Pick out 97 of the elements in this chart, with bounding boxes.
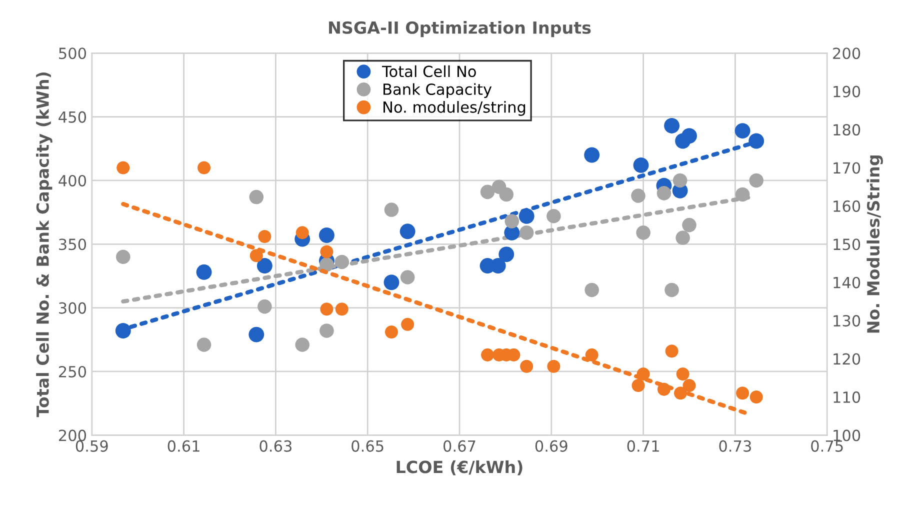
x-tick-label: 0.73	[719, 440, 751, 452]
point	[676, 230, 690, 245]
point	[400, 270, 415, 284]
point	[674, 386, 688, 400]
point	[519, 226, 534, 240]
point	[481, 348, 494, 362]
x-tick-label: 0.59	[76, 440, 108, 452]
point	[585, 348, 598, 362]
point	[400, 224, 416, 240]
y2-tick-label: 160	[834, 200, 860, 212]
point	[250, 249, 263, 262]
y2-tick-label: 120	[834, 353, 860, 365]
x-tick-label: 0.61	[168, 440, 200, 452]
point	[196, 264, 212, 280]
point	[384, 274, 400, 290]
y-tick-label: 200	[58, 430, 86, 442]
y2-tick-label: 110	[834, 391, 860, 403]
point	[748, 133, 764, 149]
point	[664, 118, 680, 134]
point	[682, 378, 696, 392]
point	[258, 299, 272, 314]
point	[584, 282, 599, 298]
x-tick-label: 0.71	[627, 440, 659, 452]
y-tick-label: 250	[58, 366, 86, 378]
point	[320, 302, 334, 316]
point	[584, 147, 600, 163]
y2-tick-label: 200	[833, 48, 860, 60]
point	[672, 173, 688, 188]
point	[633, 157, 649, 173]
y-tick-label: 500	[59, 48, 86, 60]
point	[320, 257, 334, 272]
y2-tick-label: 100	[834, 430, 860, 442]
point	[546, 208, 561, 224]
point	[318, 228, 334, 243]
point	[631, 188, 646, 203]
point	[116, 250, 130, 264]
y-tick-label: 350	[59, 238, 86, 250]
point	[682, 218, 696, 232]
point	[734, 123, 750, 139]
y2-tick-label: 170	[834, 162, 860, 174]
y-tick-label: 300	[59, 302, 86, 314]
legend-label: No. modules/string	[384, 101, 526, 116]
x-tick-label: 0.69	[535, 440, 568, 452]
point	[115, 323, 131, 338]
point	[334, 254, 350, 270]
y2-tick-label: 130	[834, 315, 860, 327]
point	[664, 282, 679, 298]
point	[384, 326, 398, 339]
point	[735, 187, 750, 202]
point	[384, 202, 399, 217]
x-axis-title: LCOE (€/kWh)	[396, 460, 522, 476]
x-tick-label: 0.65	[352, 440, 384, 452]
point	[499, 187, 514, 202]
point	[335, 302, 348, 316]
point	[657, 382, 670, 396]
y2-axis-title: No. Modules/String	[866, 156, 883, 333]
y-tick-label: 450	[58, 111, 86, 123]
point	[256, 258, 272, 274]
x-tick-label: 0.67	[444, 440, 476, 452]
point	[736, 386, 750, 400]
point	[116, 161, 130, 174]
point	[749, 173, 764, 188]
point	[258, 230, 272, 244]
point	[636, 368, 650, 381]
point	[632, 378, 645, 392]
point	[320, 245, 334, 258]
point	[498, 246, 514, 262]
point	[504, 214, 520, 228]
y2-tick-label: 140	[834, 276, 860, 288]
point	[676, 368, 690, 381]
point	[320, 324, 334, 338]
point	[249, 190, 264, 204]
x-tick-label: 0.75	[811, 440, 843, 452]
point	[682, 128, 697, 144]
point	[518, 208, 534, 224]
y2-tick-label: 180	[834, 124, 860, 136]
chart-title: NSGA-II Optimization Inputs	[329, 21, 591, 38]
point	[547, 360, 560, 373]
point	[198, 161, 211, 174]
legend-label: Bank Capacity	[384, 83, 492, 98]
y-axis-title: Total Cell No. & Bank Capacity (kWh)	[36, 72, 52, 418]
legend-label: Total Cell No	[382, 65, 476, 78]
point	[480, 184, 495, 200]
point	[636, 226, 650, 240]
point	[520, 360, 534, 373]
point	[656, 186, 672, 200]
y2-tick-label: 150	[834, 238, 860, 250]
point	[196, 338, 212, 352]
point	[296, 226, 309, 240]
point	[750, 390, 763, 404]
point	[665, 344, 678, 358]
x-tick-label: 0.63	[260, 440, 292, 452]
point	[401, 318, 414, 331]
point	[295, 338, 310, 352]
y2-tick-label: 190	[834, 86, 860, 98]
y-tick-label: 400	[58, 174, 86, 186]
point	[248, 326, 264, 342]
